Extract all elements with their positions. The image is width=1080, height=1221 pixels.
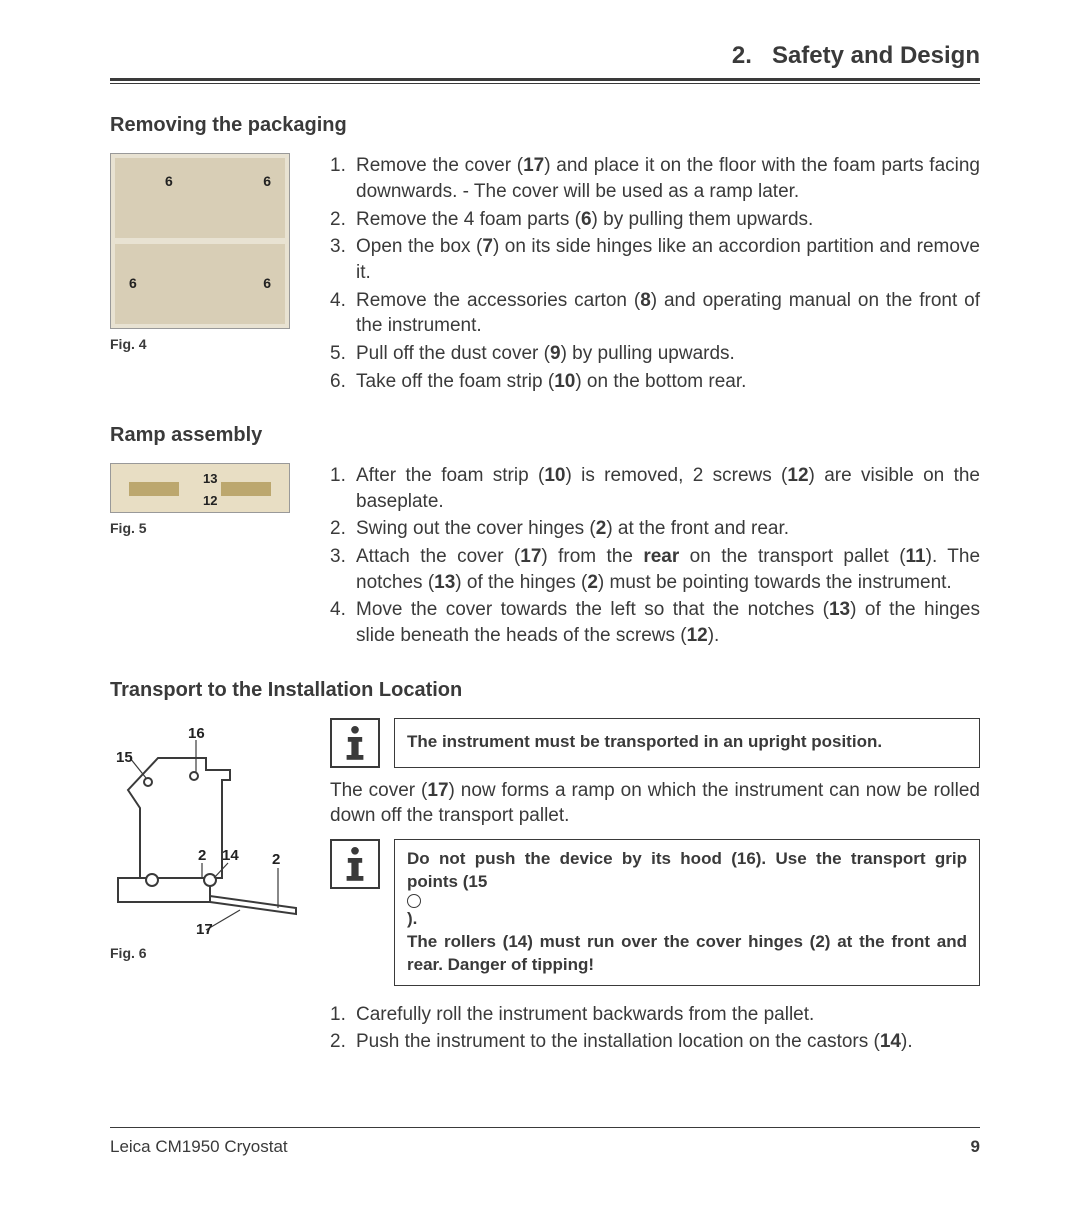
fig6-label-2a: 2 — [198, 846, 206, 866]
fig6-label-17: 17 — [196, 920, 213, 940]
header-rule-thick — [110, 78, 980, 81]
footer-product: Leica CM1950 Cryostat — [110, 1136, 288, 1159]
section1-heading: Removing the packaging — [110, 112, 980, 139]
fig5-label-13: 13 — [203, 470, 217, 488]
info-icon — [330, 718, 380, 768]
info-icon — [330, 839, 380, 889]
list-item: 4.Remove the accessories carton (8) and … — [330, 288, 980, 339]
section3-steps: 1.Carefully roll the instrument backward… — [330, 1002, 980, 1055]
info-note-1: The instrument must be transported in an… — [330, 718, 980, 768]
figure-6: 15 16 2 14 2 17 — [110, 718, 300, 938]
figure-5-column: 13 12 Fig. 5 — [110, 463, 300, 650]
section1-text: 1.Remove the cover (17) and place it on … — [330, 153, 980, 396]
list-item: 6.Take off the foam strip (10) on the bo… — [330, 369, 980, 395]
section2: 13 12 Fig. 5 1.After the foam strip (10)… — [110, 463, 980, 650]
fig5-label-12: 12 — [203, 492, 217, 510]
info-box-1: The instrument must be transported in an… — [394, 718, 980, 768]
list-item: 5.Pull off the dust cover (9) by pulling… — [330, 341, 980, 367]
fig4-label-6a: 6 — [165, 172, 173, 191]
figure-6-column: 15 16 2 14 2 17 Fig. 6 — [110, 718, 300, 1057]
section1: 6 6 6 6 Fig. 4 1.Remove the cover (17) a… — [110, 153, 980, 396]
figure-4: 6 6 6 6 — [110, 153, 290, 329]
list-item: 2.Swing out the cover hinges (2) at the … — [330, 516, 980, 542]
list-item: 1.After the foam strip (10) is removed, … — [330, 463, 980, 514]
figure-6-caption: Fig. 6 — [110, 944, 300, 963]
list-item: 1.Carefully roll the instrument backward… — [330, 1002, 980, 1028]
header-rule-thin — [110, 83, 980, 84]
list-item: 2.Remove the 4 foam parts (6) by pulling… — [330, 207, 980, 233]
section2-text: 1.After the foam strip (10) is removed, … — [330, 463, 980, 650]
section3: 15 16 2 14 2 17 Fig. 6 The instrument mu… — [110, 718, 980, 1057]
section2-steps: 1.After the foam strip (10) is removed, … — [330, 463, 980, 648]
footer-page-number: 9 — [971, 1136, 980, 1159]
figure-5: 13 12 — [110, 463, 290, 513]
figure-4-caption: Fig. 4 — [110, 335, 300, 354]
info-note-2: Do not push the device by its hood (16).… — [330, 839, 980, 986]
list-item: 2.Push the instrument to the installatio… — [330, 1029, 980, 1055]
fig4-label-6d: 6 — [263, 274, 271, 293]
list-item: 3.Open the box (7) on its side hinges li… — [330, 234, 980, 285]
fig6-label-14: 14 — [222, 846, 239, 866]
page-footer: Leica CM1950 Cryostat 9 — [110, 1128, 980, 1159]
info-box-2: Do not push the device by its hood (16).… — [394, 839, 980, 986]
figure-5-caption: Fig. 5 — [110, 519, 300, 538]
section2-heading: Ramp assembly — [110, 422, 980, 449]
fig6-label-15: 15 — [116, 748, 133, 768]
section3-text: The instrument must be transported in an… — [330, 718, 980, 1057]
section3-paragraph: The cover (17) now forms a ramp on which… — [330, 778, 980, 829]
fig4-label-6c: 6 — [129, 274, 137, 293]
list-item: 4.Move the cover towards the left so tha… — [330, 597, 980, 648]
fig6-label-2b: 2 — [272, 850, 280, 870]
list-item: 1.Remove the cover (17) and place it on … — [330, 153, 980, 204]
section3-heading: Transport to the Installation Location — [110, 677, 980, 704]
fig6-label-16: 16 — [188, 724, 205, 744]
chapter-title: 2. Safety and Design — [110, 40, 980, 78]
list-item: 3.Attach the cover (17) from the rear on… — [330, 544, 980, 595]
fig4-label-6b: 6 — [263, 172, 271, 191]
figure-4-column: 6 6 6 6 Fig. 4 — [110, 153, 300, 396]
section1-steps: 1.Remove the cover (17) and place it on … — [330, 153, 980, 394]
